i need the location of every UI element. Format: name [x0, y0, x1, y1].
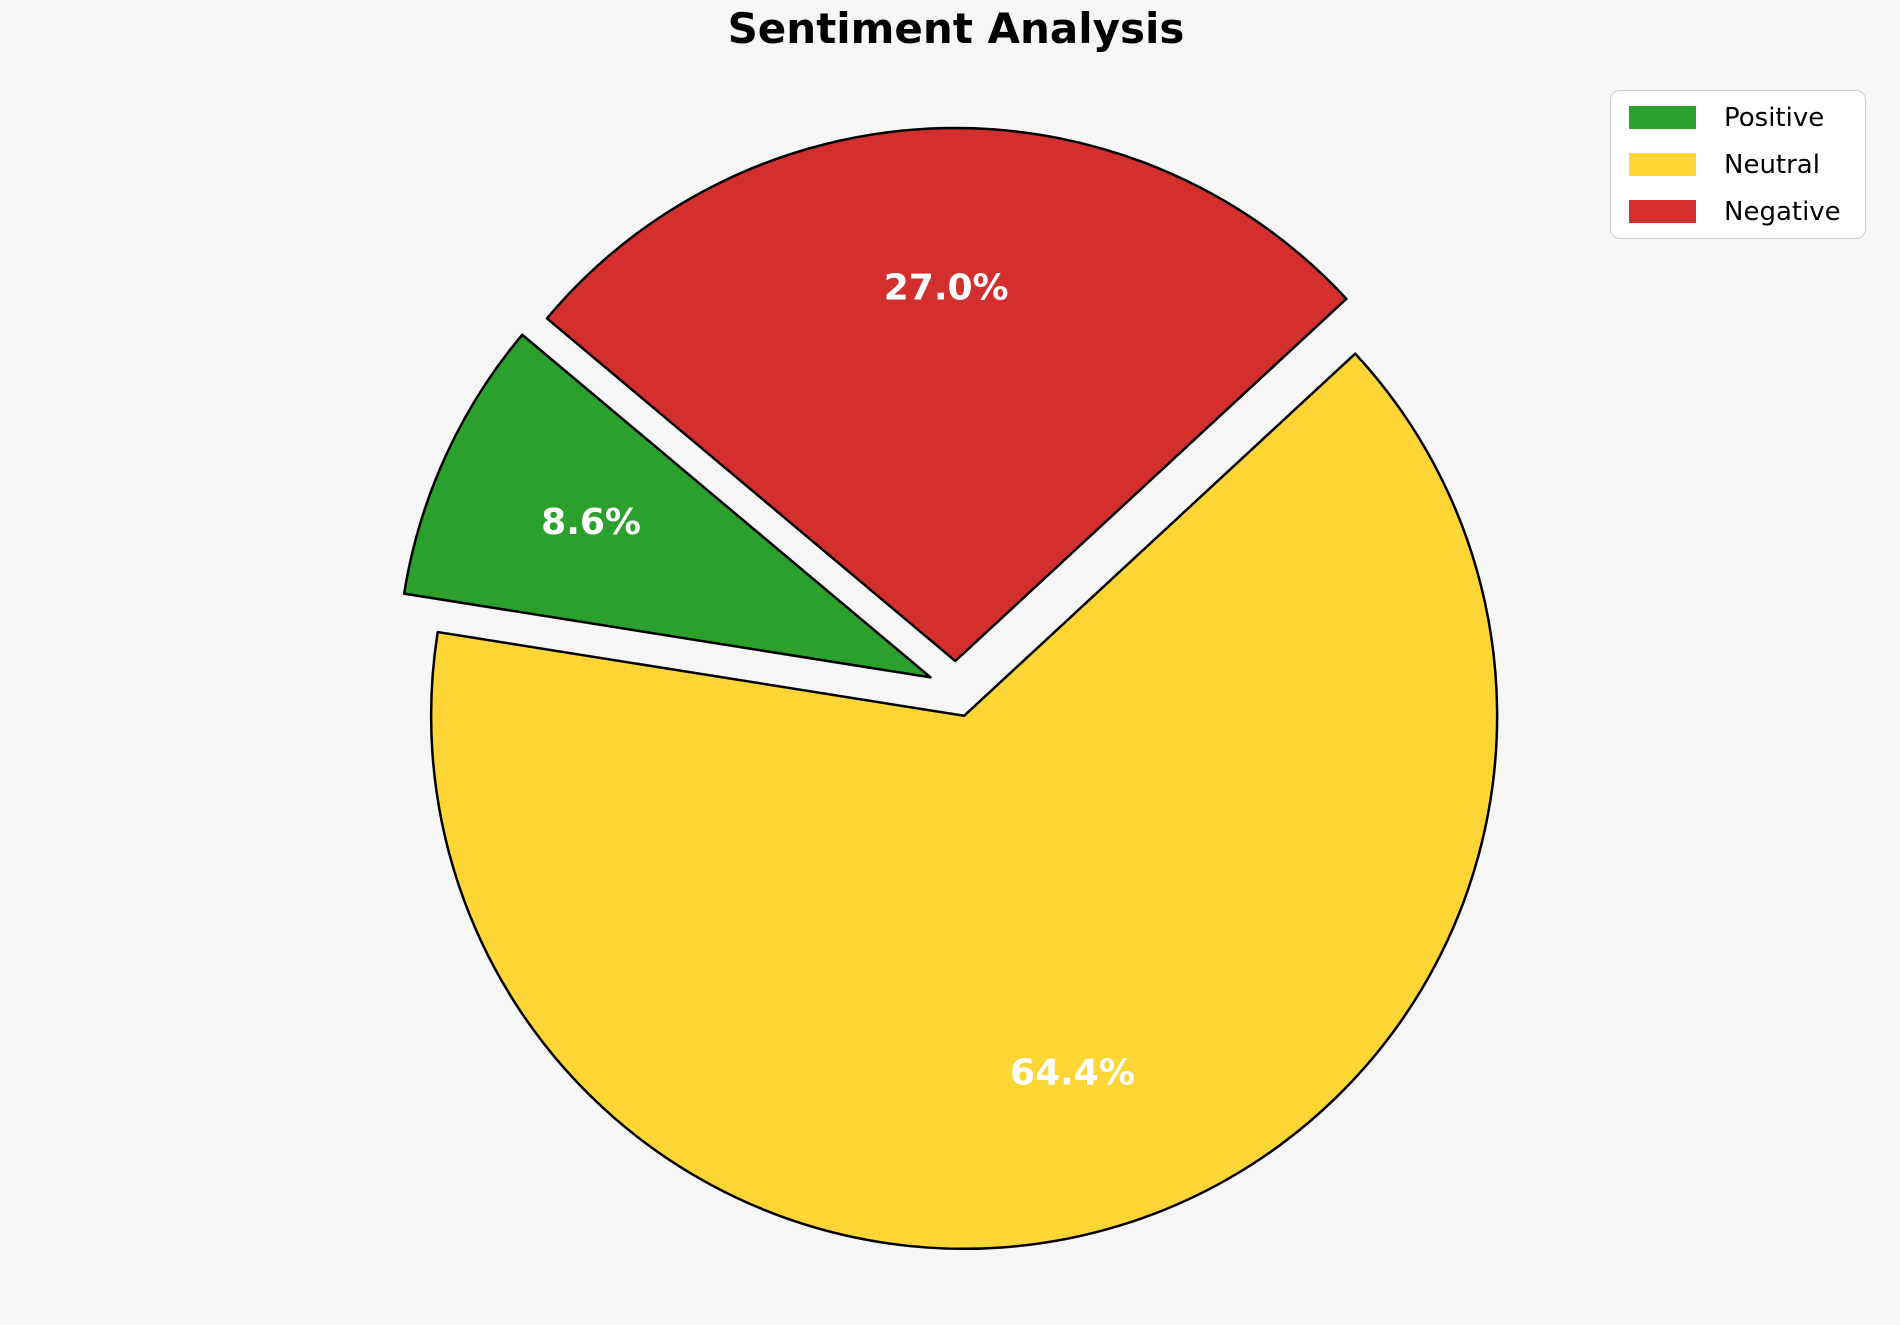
legend-swatch-negative [1629, 200, 1696, 223]
legend-item-positive: Positive [1629, 102, 1847, 133]
pie-pct-label-positive: 8.6% [541, 502, 641, 543]
chart-title: Sentiment Analysis [727, 4, 1185, 53]
pie-slice-neutral [429, 352, 1499, 1251]
legend-label-neutral: Neutral [1724, 149, 1820, 180]
legend-swatch-positive [1629, 106, 1696, 129]
pie-pct-label-negative: 27.0% [884, 268, 1009, 309]
legend-swatch-neutral [1629, 153, 1696, 176]
pie-pct-label-neutral: 64.4% [1010, 1052, 1135, 1093]
legend-label-positive: Positive [1724, 102, 1825, 133]
legend: Positive Neutral Negative [1610, 90, 1866, 239]
legend-item-negative: Negative [1629, 196, 1847, 227]
pie-slice-negative [545, 126, 1348, 663]
pie-slice-positive [402, 333, 932, 679]
legend-item-neutral: Neutral [1629, 149, 1847, 180]
legend-label-negative: Negative [1724, 196, 1841, 227]
